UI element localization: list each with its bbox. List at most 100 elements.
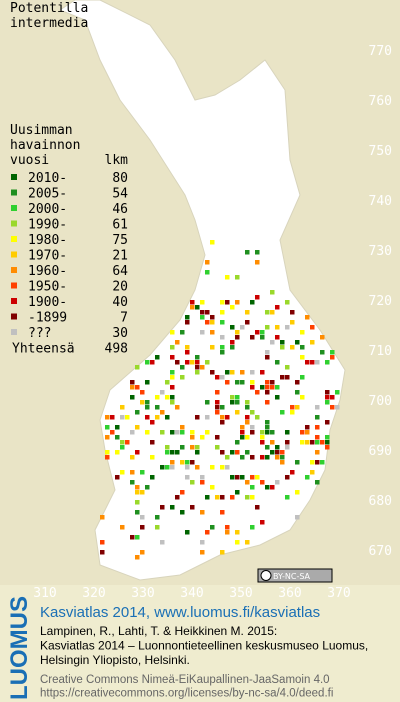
grid-square: [295, 460, 300, 465]
citation-line: Helsingin Yliopisto, Helsinki.: [40, 653, 190, 667]
grid-square: [285, 365, 290, 370]
legend: 2010- 80 2005- 54 2000- 46 1990- 61 1980- 75 1970-…: [11, 171, 128, 357]
grid-square: [275, 335, 280, 340]
finland-outline: [58, 0, 346, 581]
grid-square: [245, 400, 250, 405]
grid-square: [295, 515, 300, 520]
grid-square: [300, 355, 305, 360]
badge-text: BY-NC-SA: [273, 572, 311, 581]
grid-square: [180, 490, 185, 495]
grid-square: [120, 415, 125, 420]
legend-swatch: [11, 329, 17, 335]
grid-square: [135, 410, 140, 415]
grid-square: [235, 300, 240, 305]
grid-square: [190, 480, 195, 485]
grid-square: [105, 415, 110, 420]
grid-square: [225, 455, 230, 460]
grid-square: [260, 520, 265, 525]
grid-square: [250, 410, 255, 415]
grid-square: [175, 430, 180, 435]
grid-square: [265, 400, 270, 405]
grid-square: [120, 440, 125, 445]
grid-square: [240, 455, 245, 460]
citation: Lampinen, R., Lahti, T. & Heikkinen M. 2…: [40, 624, 368, 700]
legend-count: 64: [112, 264, 128, 279]
grid-square: [170, 370, 175, 375]
grid-square: [250, 475, 255, 480]
grid-square: [200, 365, 205, 370]
grid-square: [255, 475, 260, 480]
grid-square: [215, 445, 220, 450]
grid-square: [230, 395, 235, 400]
grid-square: [195, 305, 200, 310]
y-grid-label: 680: [369, 494, 392, 509]
grid-square: [245, 320, 250, 325]
grid-square: [295, 380, 300, 385]
grid-square: [305, 440, 310, 445]
grid-square: [135, 510, 140, 515]
grid-square: [120, 405, 125, 410]
legend-label: 1970-: [28, 249, 67, 264]
grid-square: [245, 405, 250, 410]
grid-square: [220, 405, 225, 410]
grid-square: [170, 450, 175, 455]
legend-count: 80: [112, 171, 128, 186]
legend-count: 75: [112, 233, 128, 248]
grid-square: [185, 315, 190, 320]
grid-square: [215, 400, 220, 405]
grid-square: [160, 505, 165, 510]
grid-square: [135, 485, 140, 490]
grid-square: [320, 460, 325, 465]
grid-square: [245, 420, 250, 425]
grid-square: [280, 450, 285, 455]
grid-square: [155, 405, 160, 410]
grid-square: [220, 345, 225, 350]
x-grid-label: 330: [131, 586, 154, 601]
grid-square: [130, 385, 135, 390]
grid-square: [220, 320, 225, 325]
grid-square: [110, 415, 115, 420]
grid-square: [310, 440, 315, 445]
grid-square: [235, 335, 240, 340]
footer-heading: Kasviatlas 2014, www.luomus.fi/kasviatla…: [40, 604, 320, 621]
grid-square: [125, 440, 130, 445]
grid-square: [130, 455, 135, 460]
legend-label: -1899: [28, 311, 67, 326]
grid-square: [145, 360, 150, 365]
grid-square: [275, 395, 280, 400]
grid-square: [245, 435, 250, 440]
grid-square: [200, 540, 205, 545]
grid-square: [305, 430, 310, 435]
grid-square: [325, 420, 330, 425]
grid-square: [325, 360, 330, 365]
grid-square: [285, 325, 290, 330]
grid-square: [270, 485, 275, 490]
grid-square: [235, 530, 240, 535]
grid-square: [260, 385, 265, 390]
grid-square: [170, 385, 175, 390]
license-badge: BY-NC-SA: [257, 568, 333, 583]
grid-square: [255, 415, 260, 420]
grid-square: [200, 310, 205, 315]
grid-square: [115, 435, 120, 440]
grid-square: [150, 440, 155, 445]
grid-square: [205, 320, 210, 325]
grid-square: [225, 525, 230, 530]
grid-square: [250, 425, 255, 430]
cc-icon: [260, 570, 272, 581]
legend-count: 21: [112, 249, 128, 264]
legend-swatch: [11, 282, 17, 289]
grid-square: [115, 450, 120, 455]
grid-square: [190, 305, 195, 310]
grid-square: [270, 380, 275, 385]
legend-total-label: Yhteensä: [12, 342, 75, 357]
grid-square: [280, 340, 285, 345]
grid-square: [135, 490, 140, 495]
badge-box: [257, 568, 333, 583]
x-grid-label: 310: [33, 586, 56, 601]
grid-square: [225, 415, 230, 420]
grid-square: [140, 400, 145, 405]
grid-square: [170, 355, 175, 360]
grid-square: [170, 460, 175, 465]
grid-square: [265, 425, 270, 430]
